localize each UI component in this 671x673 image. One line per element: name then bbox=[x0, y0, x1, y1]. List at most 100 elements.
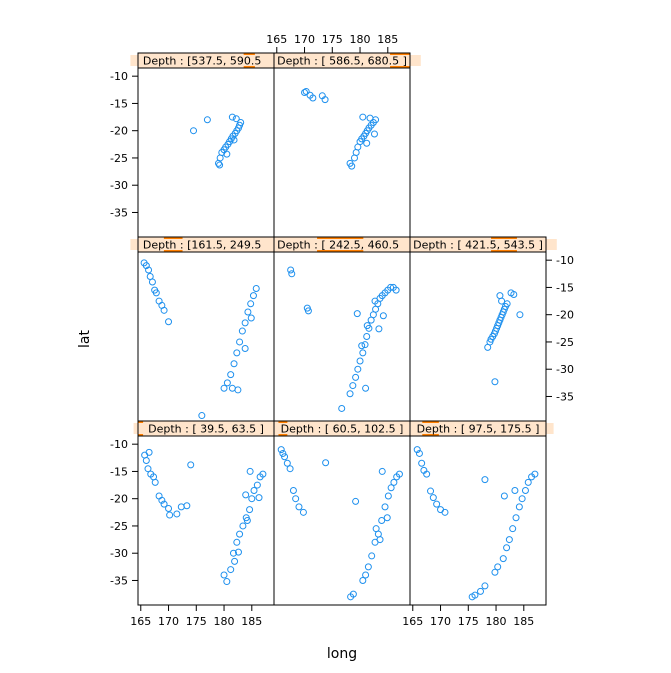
data-point bbox=[151, 478, 159, 486]
data-point bbox=[362, 571, 370, 579]
data-point bbox=[437, 506, 445, 514]
data-point bbox=[227, 371, 235, 379]
data-point bbox=[371, 297, 379, 305]
panel-border bbox=[273, 251, 411, 422]
y-tick-label: -20 bbox=[110, 125, 128, 138]
data-point bbox=[155, 297, 163, 305]
data-point bbox=[220, 384, 228, 392]
data-point bbox=[349, 590, 357, 598]
data-point bbox=[292, 495, 300, 503]
data-point bbox=[361, 341, 369, 349]
data-point bbox=[476, 587, 484, 595]
data-point bbox=[363, 333, 371, 340]
y-tick-label: -35 bbox=[556, 390, 574, 403]
strip-label-background bbox=[130, 55, 282, 66]
data-point bbox=[239, 522, 247, 530]
data-point bbox=[518, 495, 526, 503]
data-point bbox=[227, 566, 235, 574]
strip-label-background bbox=[130, 239, 282, 250]
data-point bbox=[223, 578, 231, 586]
data-point bbox=[387, 283, 395, 291]
y-tick-label: -30 bbox=[110, 179, 128, 192]
data-point bbox=[241, 319, 249, 327]
data-point bbox=[259, 470, 267, 478]
data-point bbox=[244, 308, 252, 316]
data-point bbox=[228, 384, 236, 392]
y-tick-label: -20 bbox=[556, 309, 574, 322]
panels-layer: Depth : [ 39.5, 63.5 ] Depth : [ 60.5, 10… bbox=[130, 52, 557, 606]
data-point bbox=[363, 139, 371, 147]
data-point bbox=[352, 497, 360, 505]
data-point bbox=[418, 459, 426, 467]
y-tick-label: -25 bbox=[110, 152, 128, 165]
data-point bbox=[166, 511, 174, 519]
data-point bbox=[413, 446, 421, 454]
x-tick-label: 170 bbox=[430, 615, 451, 628]
data-point bbox=[148, 278, 156, 286]
y-tick-label: -15 bbox=[110, 465, 128, 478]
data-point bbox=[359, 349, 367, 357]
strip-label: Depth : [ 421.5, 543.5 ] bbox=[413, 239, 543, 252]
data-point bbox=[283, 459, 291, 467]
data-point bbox=[496, 292, 504, 300]
data-point bbox=[384, 492, 392, 500]
strip-label: Depth : [537.5, 590.5 ] bbox=[143, 55, 269, 68]
data-point bbox=[158, 496, 166, 504]
data-point bbox=[392, 286, 400, 294]
data-point bbox=[242, 491, 250, 499]
data-point bbox=[281, 453, 289, 461]
data-point bbox=[322, 459, 330, 467]
data-point bbox=[368, 552, 376, 560]
data-point bbox=[183, 502, 191, 510]
data-point bbox=[287, 266, 295, 274]
data-point bbox=[177, 503, 185, 511]
data-point bbox=[288, 270, 296, 278]
x-tick-label: 180 bbox=[214, 615, 235, 628]
data-point bbox=[378, 517, 386, 524]
data-point bbox=[247, 300, 255, 308]
data-point bbox=[238, 327, 246, 335]
data-point bbox=[230, 360, 238, 368]
data-point bbox=[233, 349, 241, 357]
data-point bbox=[145, 448, 153, 456]
y-tick-label: -20 bbox=[110, 493, 128, 506]
data-point bbox=[165, 505, 173, 513]
x-tick-label: 165 bbox=[130, 615, 151, 628]
strip-label: Depth : [ 242.5, 460.5 ] bbox=[277, 239, 407, 252]
data-point bbox=[512, 514, 520, 522]
data-point bbox=[376, 536, 384, 544]
strip-label-background bbox=[399, 239, 557, 250]
data-point bbox=[471, 591, 479, 599]
data-point bbox=[277, 446, 285, 454]
data-point bbox=[349, 382, 357, 390]
data-point bbox=[198, 412, 206, 420]
data-point bbox=[220, 571, 228, 579]
data-point bbox=[378, 467, 386, 475]
data-point bbox=[429, 494, 437, 502]
x-tick-label: 180 bbox=[350, 33, 371, 46]
y-tick-label: -25 bbox=[556, 336, 574, 349]
data-point bbox=[246, 467, 254, 475]
y-tick-label: -35 bbox=[110, 574, 128, 587]
panel-5: Depth : [ 242.5, 460.5 ] bbox=[263, 236, 421, 422]
data-point bbox=[321, 96, 329, 104]
x-tick-label: 170 bbox=[294, 33, 315, 46]
panel-border bbox=[409, 435, 547, 606]
strip-label: Depth : [ 97.5, 175.5 ] bbox=[417, 423, 540, 436]
y-tick-label: -30 bbox=[110, 547, 128, 560]
data-point bbox=[203, 116, 211, 124]
data-point bbox=[346, 390, 354, 398]
y-axis-label: lat bbox=[77, 330, 93, 348]
data-point bbox=[233, 538, 241, 546]
data-point bbox=[223, 379, 231, 387]
data-point bbox=[248, 495, 256, 503]
data-point bbox=[359, 576, 367, 584]
data-point bbox=[286, 465, 294, 473]
panel-8: Depth : [ 586.5, 680.5 ] bbox=[263, 52, 421, 238]
data-point bbox=[433, 500, 441, 508]
x-tick-label: 185 bbox=[513, 615, 534, 628]
panel-border bbox=[137, 435, 275, 606]
data-point bbox=[352, 373, 360, 381]
y-tick-label: -15 bbox=[110, 97, 128, 110]
